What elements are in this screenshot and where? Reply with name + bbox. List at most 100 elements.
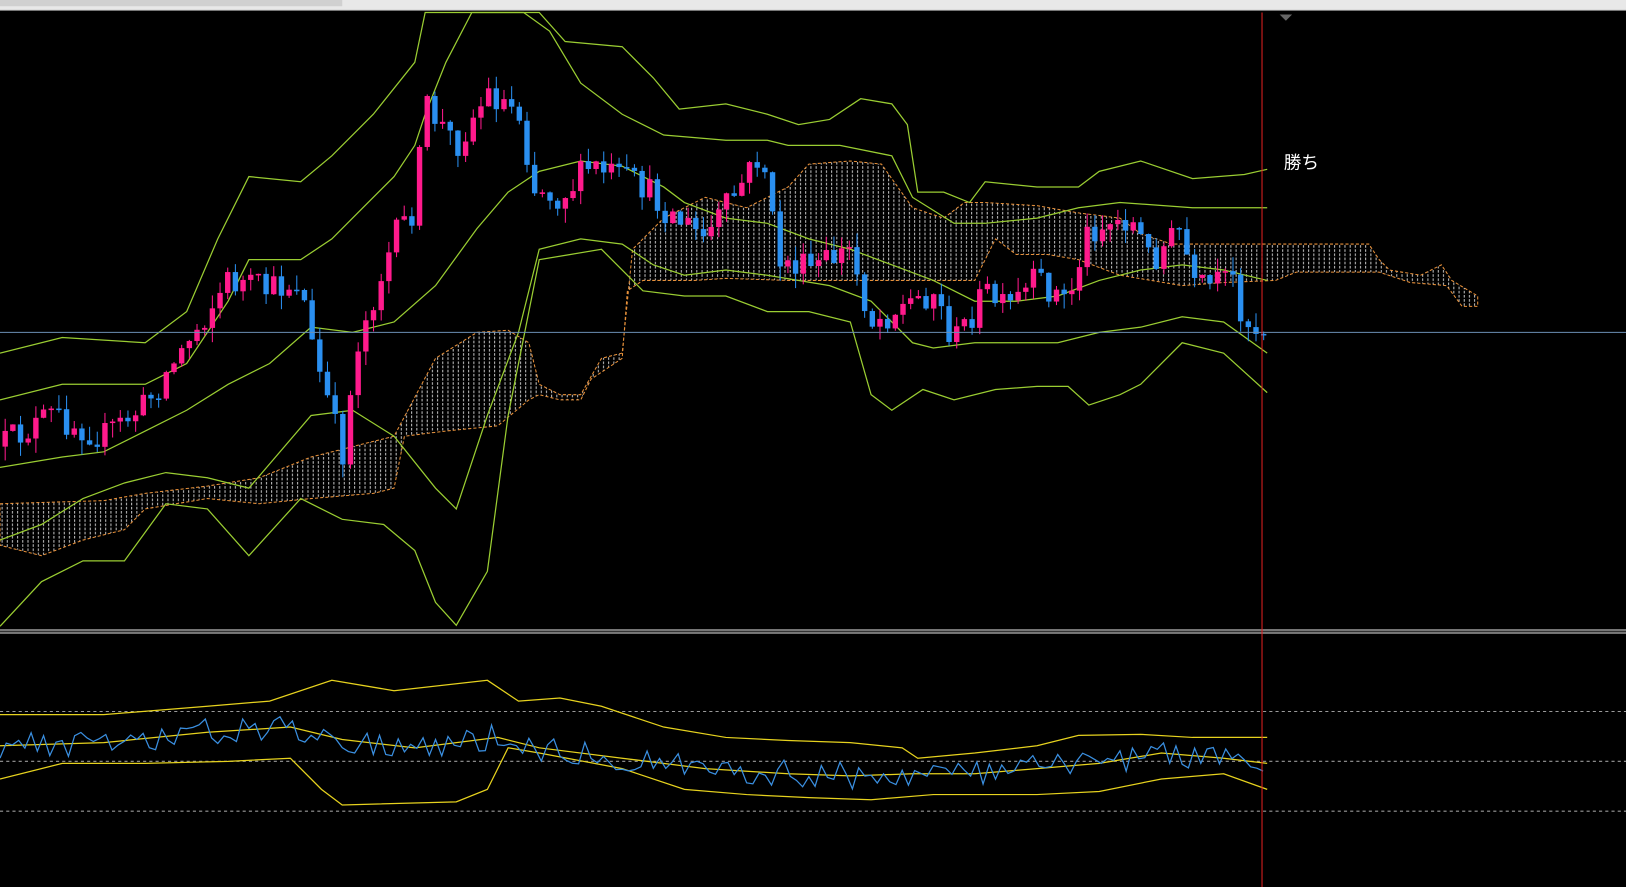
candle-body — [516, 106, 523, 121]
candle-body — [877, 318, 883, 327]
bollinger-lower-outer — [0, 248, 1268, 627]
candle-body — [869, 311, 876, 327]
candle-body — [485, 88, 492, 107]
candle-body — [861, 274, 868, 312]
candle-body — [309, 300, 315, 340]
candle-body — [71, 428, 77, 435]
candle-body — [409, 216, 415, 226]
candle-body — [1000, 294, 1006, 304]
candle-body — [769, 172, 776, 212]
candle-body — [186, 341, 193, 349]
candle-body — [654, 179, 661, 211]
toolbar — [0, 0, 1626, 11]
panel-separator-inner — [0, 630, 1626, 633]
candle-body — [209, 308, 216, 328]
candle-body — [63, 409, 70, 435]
candle-body — [370, 310, 377, 321]
candle-body — [823, 250, 829, 261]
candle-body — [25, 438, 31, 443]
candle-body — [700, 229, 707, 237]
candle-body — [531, 164, 538, 194]
candle-body — [639, 170, 645, 198]
bollinger-upper-inner — [0, 11, 1268, 401]
candle-body — [854, 247, 860, 275]
candle-body — [1153, 247, 1159, 269]
candle-body — [40, 409, 47, 418]
candle-body — [616, 163, 622, 168]
indicator-band-lower — [0, 747, 1268, 806]
candle-body — [969, 319, 975, 328]
candle-body — [1214, 271, 1221, 284]
candle-body — [363, 320, 369, 352]
candle-body — [1207, 274, 1213, 284]
candle-body — [624, 167, 630, 169]
candle-body — [286, 289, 292, 296]
candle-body — [79, 428, 85, 441]
candle-body — [1069, 290, 1075, 295]
candle-body — [416, 146, 423, 226]
candle-body — [1122, 220, 1129, 231]
candle-body — [524, 120, 530, 165]
candle-body — [2, 430, 8, 447]
candle-body — [677, 211, 684, 225]
candle-body — [662, 210, 668, 224]
candle-body — [332, 395, 338, 414]
candle-body — [225, 272, 231, 293]
candle-body — [838, 248, 845, 263]
candle-body — [155, 398, 162, 400]
candle-body — [1245, 321, 1252, 328]
candle-body — [1053, 289, 1060, 302]
candle-body — [984, 283, 991, 290]
candle-body — [915, 296, 922, 299]
candle-body — [378, 281, 384, 311]
candle-body — [1092, 226, 1098, 242]
candle-body — [762, 167, 768, 173]
candle-body — [470, 117, 476, 142]
oscillator-line — [0, 715, 1264, 791]
candle-body — [1030, 268, 1037, 288]
candle-body — [1237, 274, 1244, 322]
candle-body — [478, 106, 484, 118]
candle-body — [340, 413, 346, 465]
candle-body — [831, 250, 837, 263]
candle-body — [294, 289, 300, 292]
candle-body — [1046, 272, 1052, 302]
candle-body — [462, 141, 469, 156]
candle-body — [647, 179, 653, 198]
candle-body — [593, 161, 599, 169]
candle-body — [693, 217, 699, 230]
candle-body — [56, 408, 62, 411]
candle-body — [148, 394, 154, 399]
shift-marker[interactable] — [1279, 14, 1293, 21]
candle-body — [102, 423, 108, 447]
candle-body — [954, 326, 960, 343]
candle-body — [1007, 294, 1014, 301]
candle-body — [785, 260, 791, 267]
candle-body — [171, 363, 177, 373]
toolbar-buttons[interactable] — [0, 0, 343, 7]
candle-body — [240, 279, 246, 292]
candle-body — [508, 99, 515, 107]
candle-body — [217, 292, 223, 309]
candle-body — [86, 440, 93, 445]
candle-body — [815, 260, 822, 267]
candle-body — [578, 161, 584, 192]
candle-body — [938, 294, 945, 307]
candle-body — [263, 273, 269, 295]
candle-body — [232, 272, 239, 292]
candle-body — [255, 273, 262, 276]
candle-body — [716, 209, 722, 228]
candle-body — [1260, 333, 1267, 336]
candle-body — [1038, 268, 1044, 273]
candle-body — [1184, 229, 1190, 255]
candle-body — [685, 217, 691, 225]
candle-body — [946, 306, 952, 343]
candle-body — [33, 417, 39, 439]
candle-body — [1130, 222, 1136, 231]
candle-body — [961, 319, 968, 327]
candle-body — [547, 192, 553, 201]
candle-body — [447, 121, 453, 131]
candle-body — [493, 88, 499, 110]
